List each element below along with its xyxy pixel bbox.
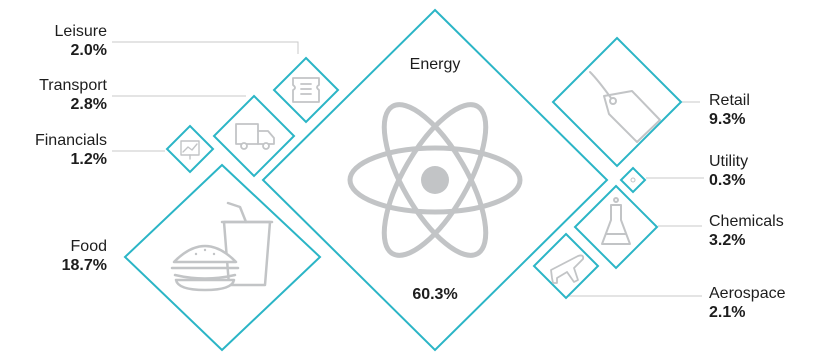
ticket-icon xyxy=(292,77,320,103)
diamond-retail xyxy=(551,36,683,168)
food-value: 18.7% xyxy=(61,257,107,274)
financials-label: Financials 1.2% xyxy=(35,131,107,169)
financials-value: 1.2% xyxy=(70,151,107,168)
food-name: Food xyxy=(70,238,107,255)
utility-name: Utility xyxy=(709,153,749,170)
diamond-utility xyxy=(619,166,647,194)
energy-value-label: 60.3% xyxy=(412,286,458,303)
diamond-aerospace xyxy=(532,232,600,300)
flask-icon xyxy=(601,197,631,245)
burger-and-drink-icon xyxy=(170,201,274,292)
aerospace-name: Aerospace xyxy=(709,285,786,302)
aerospace-label: Aerospace 2.1% xyxy=(709,284,786,322)
airplane-icon xyxy=(550,254,585,284)
leader-leisure xyxy=(112,41,299,54)
food-label: Food 18.7% xyxy=(62,237,107,275)
transport-name: Transport xyxy=(39,77,107,94)
energy-name-label: Energy xyxy=(409,56,461,73)
leisure-name: Leisure xyxy=(54,23,107,40)
leisure-value: 2.0% xyxy=(70,42,107,59)
atom-icon xyxy=(347,102,523,258)
price-tag-icon xyxy=(589,71,661,143)
chart-board-icon xyxy=(180,140,200,160)
truck-icon xyxy=(235,123,275,150)
retail-name: Retail xyxy=(709,92,750,109)
chemicals-label: Chemicals 3.2% xyxy=(709,212,784,250)
chemicals-name: Chemicals xyxy=(709,213,784,230)
diamond-leisure xyxy=(272,56,340,124)
aerospace-value: 2.1% xyxy=(709,304,746,321)
financials-name: Financials xyxy=(34,132,107,149)
diamond-chemicals xyxy=(573,184,659,270)
leader-lines xyxy=(112,41,704,297)
utility-label: Utility 0.3% xyxy=(709,152,748,190)
retail-value: 9.3% xyxy=(709,111,746,128)
diamond-transport xyxy=(212,94,296,178)
transport-label: Transport 2.8% xyxy=(39,76,107,114)
retail-label: Retail 9.3% xyxy=(709,91,750,129)
chemicals-value: 3.2% xyxy=(709,232,746,249)
transport-value: 2.8% xyxy=(70,96,107,113)
utility-value: 0.3% xyxy=(709,172,746,189)
utility-icon xyxy=(630,177,636,183)
leisure-label: Leisure 2.0% xyxy=(55,22,107,60)
